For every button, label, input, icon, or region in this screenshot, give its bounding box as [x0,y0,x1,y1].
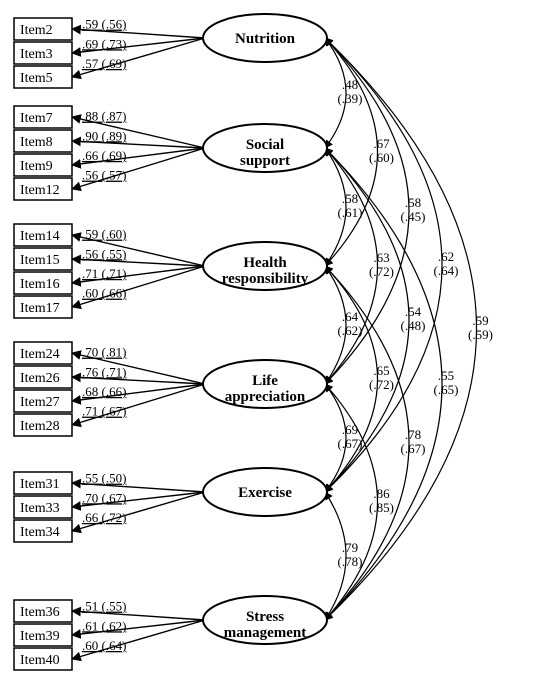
item-label: Item5 [20,71,53,86]
loading-value: .70 (.81) [82,345,126,360]
correlation-value: .55(.65) [434,368,459,397]
loading-value: .90 (.89) [82,128,126,143]
correlation-value: .79(.78) [338,540,363,569]
loading-value: .56 (.55) [82,246,126,261]
item-label: Item34 [20,525,60,540]
item-label: Item12 [20,183,60,198]
loading-value: .55 (.50) [82,471,126,486]
correlation-value: .63(.72) [369,250,394,279]
loading-value: .56 (.57) [82,168,126,183]
loading-value: .66 (.69) [82,148,126,163]
loading-value: .59 (.56) [82,17,126,32]
item-label: Item36 [20,605,60,620]
loading-value: .57 (.69) [82,56,126,71]
item-label: Item39 [20,629,60,644]
loading-value: .60 (.64) [82,638,126,653]
correlation-value: .62(.64) [434,249,459,278]
item-label: Item16 [20,277,60,292]
sem-diagram: .59 (.56) .69 (.73) .57 (.69) .88 (.87) .90 … [0,0,554,685]
loading-value: .66 (.72) [82,510,126,525]
correlation-value: .64(.62) [338,309,363,338]
correlation-value: .67(.60) [369,136,394,165]
item-label: Item24 [20,347,60,362]
loading-value: .68 (.66) [82,384,126,399]
factor-label: Nutrition [235,31,296,47]
loading-value: .70 (.67) [82,490,126,505]
correlation-value: .65(.72) [369,363,394,392]
correlation-value: .54(.48) [401,304,426,333]
loading-value: .51 (.55) [82,599,126,614]
item-label: Item26 [20,371,60,386]
correlation-value: .59(.59) [468,313,493,342]
item-label: Item31 [20,477,60,492]
item-label: Item33 [20,501,60,516]
loading-value: .59 (.60) [82,227,126,242]
loading-value: .88 (.87) [82,109,126,124]
item-label: Item2 [20,23,53,38]
correlation-value: .78(.67) [401,427,426,456]
loading-value: .71 (.67) [82,404,126,419]
correlation-value: .58(.45) [401,195,426,224]
item-label: Item9 [20,159,53,174]
item-label: Item8 [20,135,53,150]
factor-label: Socialsupport [240,137,290,169]
item-label: Item7 [20,111,53,126]
loading-value: .60 (.66) [82,286,126,301]
factor-label: Exercise [238,485,292,501]
item-label: Item17 [20,301,60,316]
correlation-value: .86(.85) [369,486,394,515]
correlation-value: .48(.39) [338,77,363,106]
item-label: Item27 [20,395,60,410]
loading-value: .76 (.71) [82,364,126,379]
loading-value: .69 (.73) [82,36,126,51]
loading-value: .61 (.62) [82,618,126,633]
item-label: Item3 [20,47,53,62]
item-label: Item15 [20,253,60,268]
loading-value: .71 (.71) [82,266,126,281]
item-label: Item28 [20,419,60,434]
item-label: Item14 [20,229,60,244]
item-label: Item40 [20,653,60,668]
